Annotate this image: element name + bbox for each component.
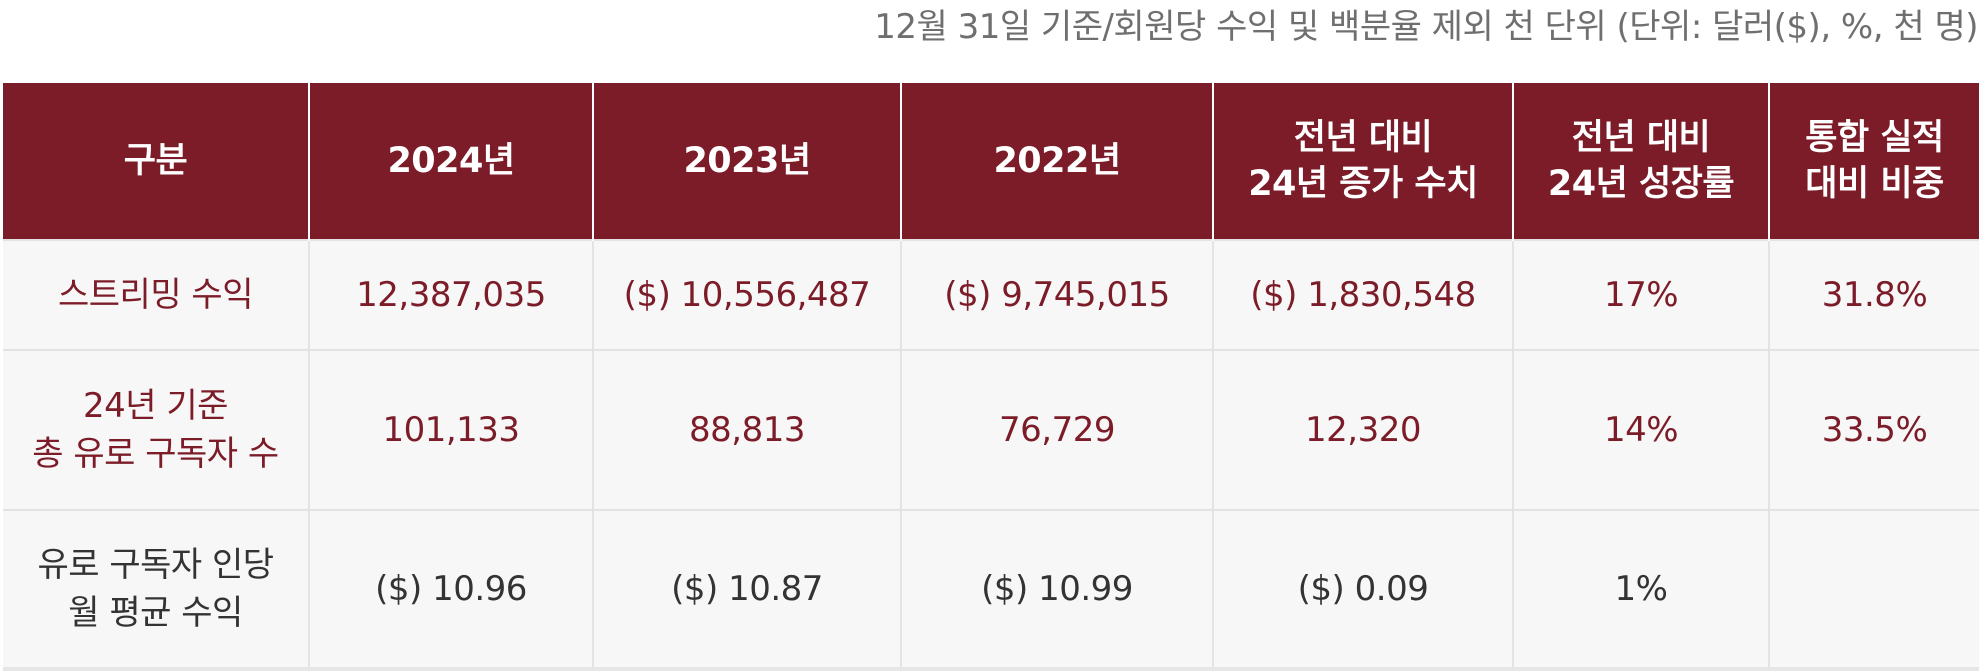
table-cell: 14% (1512, 349, 1769, 510)
table-cell: 12,320 (1212, 349, 1513, 510)
table-cell: 1% (1512, 509, 1769, 669)
table-cell: ($) 10,556,487 (592, 239, 901, 350)
table-cell: ($) 1,830,548 (1212, 239, 1513, 350)
table-cell: ($) 10.87 (592, 509, 901, 669)
table-row: 스트리밍 수익 12,387,035 ($) 10,556,487 ($) 9,… (3, 239, 1979, 350)
table-cell: 31.8% (1768, 239, 1979, 350)
header-2022: 2022년 (900, 83, 1213, 240)
table-cell (1768, 509, 1979, 669)
header-share-of-total: 통합 실적 대비 비중 (1768, 83, 1979, 240)
table-cell: 33.5% (1768, 349, 1979, 510)
header-category: 구분 (3, 83, 309, 240)
table-cell: 12,387,035 (308, 239, 593, 350)
table-row: 24년 기준 총 유로 구독자 수 101,133 88,813 76,729 1… (3, 349, 1979, 510)
table-cell: 76,729 (900, 349, 1213, 510)
table-cell: ($) 10.99 (900, 509, 1213, 669)
streaming-revenue-table: 구분 2024년 2023년 2022년 전년 대비 24년 증가 수치 전년 대… (3, 83, 1979, 671)
table-cell: 101,133 (308, 349, 593, 510)
table-cell: ($) 9,745,015 (900, 239, 1213, 350)
table-cell: ($) 0.09 (1212, 509, 1513, 669)
header-2023: 2023년 (592, 83, 901, 240)
table-row: 유로 구독자 인당 월 평균 수익 ($) 10.96 ($) 10.87 ($)… (3, 509, 1979, 669)
header-2024: 2024년 (308, 83, 593, 240)
table-cell: ($) 10.96 (308, 509, 593, 669)
table-cell: 88,813 (592, 349, 901, 510)
row-label: 스트리밍 수익 (3, 239, 309, 350)
header-yoy-growth-rate: 전년 대비 24년 성장률 (1512, 83, 1769, 240)
row-label: 유로 구독자 인당 월 평균 수익 (3, 509, 309, 669)
table-caption: 12월 31일 기준/회원당 수익 및 백분율 제외 천 단위 (단위: 달러(… (874, 7, 1978, 47)
header-row: 구분 2024년 2023년 2022년 전년 대비 24년 증가 수치 전년 대… (3, 83, 1979, 240)
header-yoy-increase: 전년 대비 24년 증가 수치 (1212, 83, 1513, 240)
row-label: 24년 기준 총 유로 구독자 수 (3, 349, 309, 510)
table-cell: 17% (1512, 239, 1769, 350)
